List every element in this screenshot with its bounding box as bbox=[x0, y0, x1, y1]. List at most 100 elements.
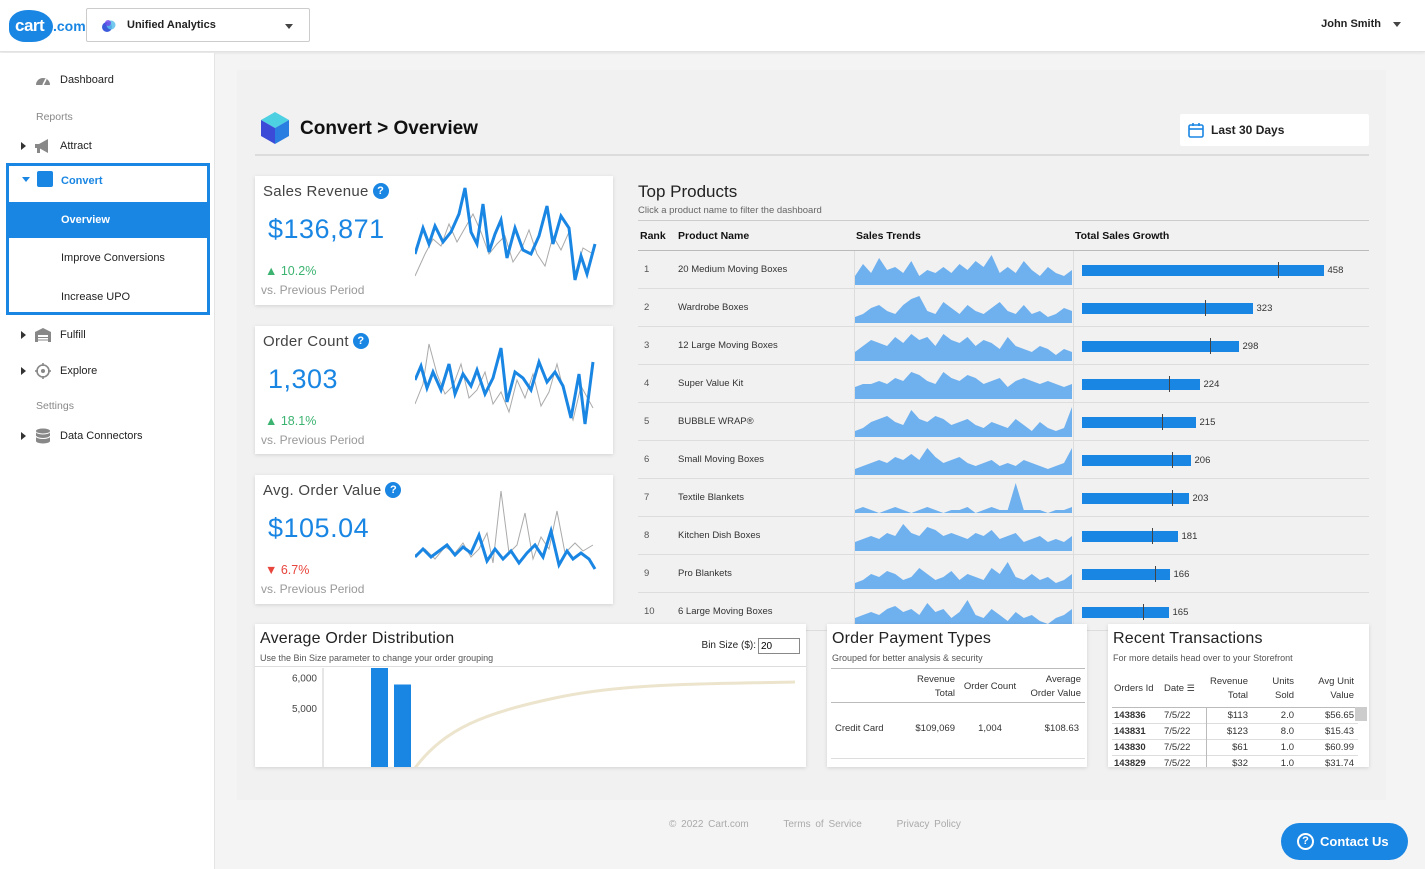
product-name-cell[interactable]: Textile Blankets bbox=[676, 478, 854, 517]
table-row[interactable]: 9 Pro Blankets 166 bbox=[638, 554, 1369, 593]
growth-marker bbox=[1171, 451, 1173, 468]
growth-marker bbox=[1277, 261, 1279, 278]
privacy-link[interactable]: Privacy Policy bbox=[896, 819, 961, 830]
table-row[interactable]: 6 Small Moving Boxes 206 bbox=[638, 440, 1369, 479]
kpi-value: 1,303 bbox=[268, 364, 339, 394]
histogram-bar[interactable] bbox=[371, 668, 388, 767]
sales-trend-sparkline bbox=[854, 448, 1072, 475]
help-icon[interactable]: ? bbox=[352, 333, 369, 349]
sidebar-item-label: Overview bbox=[61, 214, 110, 226]
column-header-product: Product Name bbox=[676, 220, 854, 251]
histogram-bar[interactable] bbox=[394, 684, 411, 768]
sidebar-item-explore[interactable]: Explore bbox=[0, 357, 215, 385]
footer: © 2022 Cart.com Terms of Service Privacy… bbox=[669, 819, 991, 830]
revenue-cell: $109,069 bbox=[915, 722, 955, 734]
growth-bar: 298 bbox=[1081, 337, 1370, 354]
product-name-cell[interactable]: 12 Large Moving Boxes bbox=[676, 326, 854, 365]
table-row[interactable]: 143831 7/5/22 $123 8.0 $15.43 bbox=[1112, 722, 1358, 739]
product-name-cell[interactable]: Small Moving Boxes bbox=[676, 440, 854, 479]
growth-value: 298 bbox=[1242, 340, 1259, 352]
growth-marker bbox=[1171, 489, 1173, 506]
help-icon[interactable]: ? bbox=[385, 482, 402, 498]
growth-bar-fill bbox=[1081, 378, 1200, 390]
column-header-type bbox=[831, 672, 897, 703]
date-range-label: Last 30 Days bbox=[1211, 123, 1285, 137]
kpi-delta: ▲ 10.2% bbox=[265, 264, 317, 278]
avg-unit-cell: $60.99 bbox=[1298, 738, 1358, 755]
product-name-cell[interactable]: BUBBLE WRAP® bbox=[676, 402, 854, 441]
table-row[interactable]: Credit Card $109,069 1,004 $108.63 bbox=[831, 702, 1085, 754]
sales-growth-cell: 206 bbox=[1073, 440, 1369, 479]
kpi-delta-value: 6.7% bbox=[280, 563, 310, 577]
sidebar-item-attract[interactable]: Attract bbox=[0, 132, 215, 160]
user-menu[interactable]: John Smith bbox=[1321, 18, 1401, 30]
date-cell: 7/5/22 bbox=[1164, 722, 1207, 739]
product-name-cell[interactable]: 20 Medium Moving Boxes bbox=[676, 250, 854, 289]
column-header-units: Units Sold bbox=[1252, 671, 1298, 708]
sales-trend-cell bbox=[853, 440, 1074, 479]
unified-analytics-icon bbox=[102, 20, 116, 32]
sidebar-item-data-connectors[interactable]: Data Connectors bbox=[0, 422, 215, 450]
sales-trend-area bbox=[854, 255, 1072, 285]
revenue-cell: $113 bbox=[1206, 706, 1252, 723]
rank-cell: 2 bbox=[638, 288, 676, 327]
table-row[interactable]: 143836 7/5/22 $113 2.0 $56.65 bbox=[1112, 706, 1358, 723]
product-name-cell[interactable]: Kitchen Dish Boxes bbox=[676, 516, 854, 555]
column-header-avg-unit: Avg Unit Value bbox=[1298, 671, 1358, 708]
kpi-sparkline bbox=[415, 187, 597, 281]
table-row[interactable]: 4 Super Value Kit 224 bbox=[638, 364, 1369, 403]
sidebar-item-dashboard[interactable]: Dashboard bbox=[0, 66, 215, 94]
table-row[interactable]: 143829 7/5/22 $32 1.0 $31.74 bbox=[1112, 754, 1358, 767]
units-cell: 1.0 bbox=[1252, 754, 1298, 767]
rank-cell: 1 bbox=[638, 250, 676, 289]
sidebar-item-increase-upo[interactable]: Increase UPO bbox=[9, 279, 207, 315]
contact-us-button[interactable]: ? Contact Us bbox=[1281, 823, 1408, 860]
growth-bar-fill bbox=[1081, 416, 1196, 428]
rank-cell: 5 bbox=[638, 402, 676, 441]
table-header-row: Orders Id Date ☰ Revenue Total Units Sol… bbox=[1112, 671, 1358, 708]
scrollbar-thumb[interactable] bbox=[1355, 707, 1367, 721]
kpi-comparison: vs. Previous Period bbox=[261, 582, 365, 596]
sidebar-item-improve-conversions[interactable]: Improve Conversions bbox=[9, 240, 207, 276]
sales-trend-sparkline bbox=[854, 296, 1072, 323]
kpi-card-order-count: Order Count? 1,303 ▲ 18.1% vs. Previous … bbox=[255, 326, 613, 454]
panel-subtitle: For more details head over to your Store… bbox=[1113, 653, 1293, 663]
growth-bar: 203 bbox=[1081, 489, 1370, 506]
convert-nav-group: Convert Overview Improve Conversions Inc… bbox=[6, 163, 210, 315]
date-range-button[interactable]: Last 30 Days bbox=[1180, 114, 1369, 146]
divider bbox=[255, 666, 806, 667]
page-header: Convert > Overview bbox=[255, 108, 1369, 156]
order-distribution-panel: Average Order Distribution Use the Bin S… bbox=[255, 624, 806, 767]
product-name-cell[interactable]: Super Value Kit bbox=[676, 364, 854, 403]
cart-logo[interactable]: cart .com bbox=[9, 10, 86, 44]
table-row[interactable]: 7 Textile Blankets 203 bbox=[638, 478, 1370, 517]
sidebar-item-convert[interactable]: Convert bbox=[9, 166, 207, 196]
table-row[interactable]: 5 BUBBLE WRAP® 215 bbox=[638, 402, 1370, 441]
table-row[interactable]: 143830 7/5/22 $61 1.0 $60.99 bbox=[1112, 738, 1358, 755]
kpi-title: Sales Revenue? bbox=[263, 183, 389, 200]
table-row[interactable]: 3 12 Large Moving Boxes 298 bbox=[638, 326, 1370, 365]
sidebar-item-overview[interactable]: Overview bbox=[9, 202, 207, 238]
bin-size-input[interactable] bbox=[758, 638, 800, 654]
top-products-panel: Top Products Click a product name to fil… bbox=[638, 182, 1370, 631]
cumulative-curve bbox=[413, 680, 796, 767]
sales-trend-area bbox=[854, 600, 1072, 627]
sort-icon[interactable]: ☰ bbox=[1186, 683, 1195, 694]
column-header-date[interactable]: Date ☰ bbox=[1164, 671, 1206, 708]
sales-growth-cell: 298 bbox=[1073, 326, 1370, 365]
logo-suffix: .com bbox=[53, 18, 86, 34]
panel-subtitle: Grouped for better analysis & security bbox=[832, 653, 983, 663]
kpi-title: Avg. Order Value? bbox=[263, 482, 402, 499]
table-row[interactable]: 2 Wardrobe Boxes 323 bbox=[638, 288, 1369, 327]
order-id-cell: 143830 bbox=[1112, 738, 1164, 755]
product-name-cell[interactable]: Pro Blankets bbox=[676, 554, 854, 593]
sidebar-item-fulfill[interactable]: Fulfill bbox=[0, 321, 215, 349]
app-selector[interactable]: Unified Analytics bbox=[86, 8, 310, 42]
logo-text: cart bbox=[15, 16, 45, 35]
table-row[interactable]: 8 Kitchen Dish Boxes 181 bbox=[638, 516, 1369, 555]
terms-link[interactable]: Terms of Service bbox=[783, 819, 862, 830]
product-name-cell[interactable]: Wardrobe Boxes bbox=[676, 288, 854, 327]
table-row[interactable]: 1 20 Medium Moving Boxes 458 bbox=[638, 250, 1369, 289]
growth-bar: 215 bbox=[1081, 413, 1370, 430]
help-icon[interactable]: ? bbox=[372, 183, 389, 199]
